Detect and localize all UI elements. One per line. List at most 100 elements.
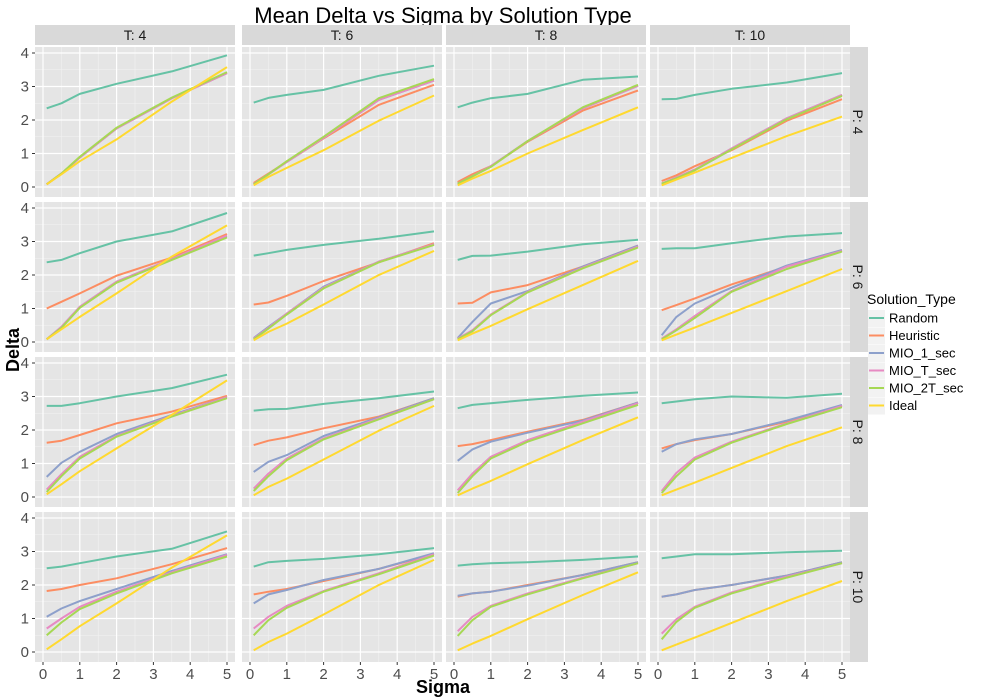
series-line-mio-2t-sec bbox=[252, 398, 435, 492]
series-line-random bbox=[457, 75, 639, 109]
column-strip bbox=[35, 25, 235, 45]
x-tick-label: 0 bbox=[246, 666, 254, 683]
series-line-random bbox=[253, 547, 435, 568]
series-line-mio-1-sec bbox=[253, 552, 435, 605]
series-line-random bbox=[661, 72, 843, 101]
series-line-random bbox=[457, 555, 639, 567]
x-tick-label: 0 bbox=[654, 666, 662, 683]
y-tick-label: 4 bbox=[21, 355, 29, 372]
x-tick-label: 3 bbox=[149, 666, 157, 683]
x-tick-label: 1 bbox=[283, 666, 291, 683]
x-tick-label: 2 bbox=[319, 666, 327, 683]
column-strip-label: T: 10 bbox=[735, 27, 766, 43]
series-line-random bbox=[457, 238, 639, 261]
series-line-mio-2t-sec bbox=[457, 83, 639, 185]
series-line-mio-2t-sec bbox=[46, 555, 228, 637]
series-line-mio-2t-sec bbox=[252, 554, 435, 636]
series-line-random bbox=[661, 392, 843, 405]
x-tick-label: 5 bbox=[838, 666, 846, 683]
legend-label: MIO_T_sec bbox=[889, 363, 957, 378]
x-tick-label: 2 bbox=[112, 666, 120, 683]
series-line-mio-2t-sec bbox=[661, 250, 843, 341]
series-line-ideal bbox=[46, 379, 228, 496]
x-tick-label: 0 bbox=[39, 666, 47, 683]
y-tick-label: 2 bbox=[21, 112, 29, 129]
legend-label: Random bbox=[889, 311, 938, 326]
x-tick-label: 2 bbox=[523, 666, 531, 683]
column-strip bbox=[242, 25, 442, 45]
x-tick-label: 3 bbox=[356, 666, 364, 683]
series-line-mio-1-sec bbox=[46, 553, 228, 618]
legend-label: Ideal bbox=[889, 398, 917, 413]
x-tick-label: 4 bbox=[801, 666, 809, 683]
x-tick-label: 4 bbox=[393, 666, 401, 683]
y-tick-label: 0 bbox=[21, 334, 29, 351]
series-line-mio-t-sec bbox=[46, 553, 228, 630]
series-line-ideal bbox=[46, 534, 228, 651]
y-tick-label: 0 bbox=[21, 644, 29, 661]
legend-label: Heuristic bbox=[889, 328, 940, 343]
series-line-ideal bbox=[253, 404, 435, 497]
x-axis-title: Sigma bbox=[416, 677, 471, 697]
legend-label: MIO_2T_sec bbox=[889, 381, 964, 396]
y-tick-label: 4 bbox=[21, 510, 29, 527]
x-tick-label: 1 bbox=[487, 666, 495, 683]
facet-grid: T: 4 T: 6 T: 8 T: 10 P: 4 P: 6 P: 8 P: 10 0 1 2 3 4 0… bbox=[21, 25, 868, 683]
column-strip bbox=[446, 25, 646, 45]
series-line-ideal bbox=[457, 571, 639, 652]
series-line-ideal bbox=[253, 558, 435, 652]
row-strip bbox=[848, 357, 868, 507]
series-line-mio-t-sec bbox=[456, 402, 639, 491]
series-line-random bbox=[253, 230, 435, 257]
column-strip-label: T: 6 bbox=[331, 27, 354, 43]
y-tick-label: 3 bbox=[21, 234, 29, 251]
x-tick-label: 5 bbox=[430, 666, 438, 683]
series-line-random bbox=[46, 54, 228, 110]
series-line-ideal bbox=[457, 416, 639, 497]
series-line-mio-2t-sec bbox=[660, 562, 843, 640]
y-axis-title: Delta bbox=[3, 327, 23, 372]
y-tick-label: 3 bbox=[21, 544, 29, 561]
series-line-random bbox=[661, 232, 843, 250]
series-line-mio-2t-sec bbox=[660, 406, 843, 494]
x-tick-label: 1 bbox=[76, 666, 84, 683]
y-tick-label: 3 bbox=[21, 79, 29, 96]
row-strip bbox=[848, 47, 868, 197]
series-line-heuristic bbox=[46, 233, 228, 310]
y-tick-label: 1 bbox=[21, 456, 29, 473]
legend-label: MIO_1_sec bbox=[889, 346, 956, 361]
series-line-ideal bbox=[661, 426, 843, 497]
row-strip-label: P: 8 bbox=[850, 420, 866, 445]
row-strip bbox=[848, 512, 868, 662]
row-strip-label: P: 10 bbox=[850, 571, 866, 604]
x-tick-label: 3 bbox=[764, 666, 772, 683]
series-line-mio-2t-sec bbox=[253, 78, 435, 186]
x-tick-label: 1 bbox=[691, 666, 699, 683]
column-strip-label: T: 8 bbox=[535, 27, 558, 43]
series-line-mio-2t-sec bbox=[457, 246, 639, 341]
x-tick-label: 4 bbox=[597, 666, 605, 683]
series-line-ideal bbox=[46, 66, 228, 186]
y-tick-label: 4 bbox=[21, 45, 29, 62]
y-tick-label: 4 bbox=[21, 200, 29, 217]
series-line-random bbox=[253, 390, 435, 412]
column-strip-label: T: 4 bbox=[124, 27, 147, 43]
series-line-ideal bbox=[253, 94, 435, 187]
series-line-ideal bbox=[46, 224, 228, 341]
column-strip bbox=[650, 25, 850, 45]
y-tick-label: 2 bbox=[21, 422, 29, 439]
series-line-random bbox=[253, 64, 435, 104]
row-strip bbox=[848, 202, 868, 352]
series-line-mio-1-sec bbox=[457, 561, 639, 597]
series-line-ideal bbox=[661, 115, 843, 187]
series-line-mio-2t-sec bbox=[45, 397, 228, 493]
row-strip-label: P: 6 bbox=[850, 265, 866, 290]
series-line-ideal bbox=[253, 249, 435, 342]
y-tick-label: 2 bbox=[21, 267, 29, 284]
x-tick-label: 5 bbox=[634, 666, 642, 683]
y-tick-label: 1 bbox=[21, 146, 29, 163]
y-tick-label: 1 bbox=[21, 301, 29, 318]
legend: Solution_Type Random Heuristic MIO_1_sec MI… bbox=[867, 291, 964, 415]
series-line-random bbox=[46, 530, 228, 570]
